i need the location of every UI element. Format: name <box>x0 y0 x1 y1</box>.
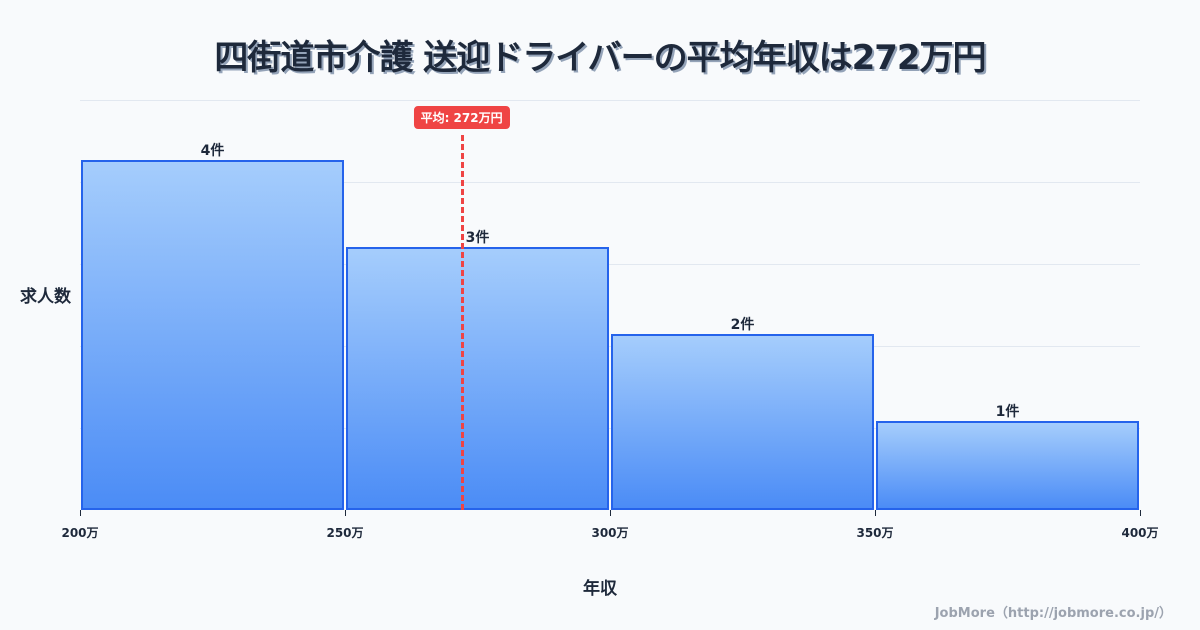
x-axis-label: 年収 <box>583 579 617 599</box>
histogram-bar <box>346 247 609 510</box>
mean-badge: 平均: 272万円 <box>413 106 510 129</box>
y-axis-label: 求人数 <box>20 287 71 307</box>
mean-line <box>460 135 464 510</box>
x-tick-label: 300万 <box>591 526 629 540</box>
x-tick <box>1140 510 1141 516</box>
x-tick <box>80 510 81 516</box>
x-tick <box>345 510 346 516</box>
x-tick-label: 400万 <box>1121 526 1159 540</box>
histogram-bar <box>876 421 1139 510</box>
x-tick <box>610 510 611 516</box>
x-tick <box>875 510 876 516</box>
gridline <box>80 100 1140 101</box>
x-tick-label: 350万 <box>856 526 894 540</box>
gridline <box>80 182 1140 183</box>
gridline <box>80 346 1140 347</box>
histogram-bar <box>611 334 874 510</box>
bar-value-label: 2件 <box>730 317 755 333</box>
credit-text: JobMore（http://jobmore.co.jp/） <box>934 606 1172 621</box>
x-tick-label: 250万 <box>326 526 364 540</box>
chart-title: 四街道市介護 送迎ドライバーの平均年収は272万円 <box>214 38 986 78</box>
x-tick-label: 200万 <box>61 526 99 540</box>
gridline <box>80 428 1140 429</box>
bar-value-label: 3件 <box>465 230 490 246</box>
histogram-bar <box>81 160 344 510</box>
plot-area: 4件 3件 2件 1件 平均: 272万円 <box>80 100 1140 510</box>
bar-value-label: 1件 <box>995 404 1020 420</box>
bar-value-label: 4件 <box>200 143 225 159</box>
gridline <box>80 264 1140 265</box>
